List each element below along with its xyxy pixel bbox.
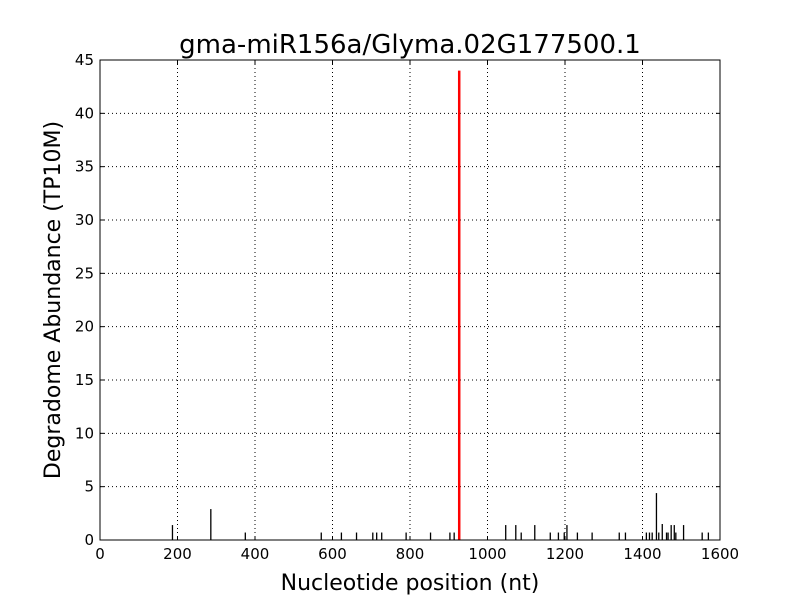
y-tick-label: 40: [75, 104, 94, 122]
x-tick-label: 400: [241, 545, 270, 563]
x-tick-label: 200: [163, 545, 192, 563]
bars: [171, 70, 710, 540]
x-tick-label: 0: [95, 545, 105, 563]
x-tick-label: 1400: [623, 545, 661, 563]
y-tick-label: 45: [75, 51, 94, 69]
x-axis: 0 200 400 600 800 1000 1200 1400 1600: [95, 60, 739, 563]
y-tick-label: 30: [75, 211, 94, 229]
y-tick-label: 20: [75, 318, 94, 336]
x-tick-label: 1600: [701, 545, 739, 563]
y-tick-label: 35: [75, 158, 94, 176]
chart-title: gma-miR156a/Glyma.02G177500.1: [179, 30, 641, 60]
y-tick-label: 5: [84, 478, 94, 496]
y-tick-label: 10: [75, 424, 94, 442]
grid: [100, 60, 720, 540]
y-axis-label: Degradome Abundance (TP10M): [41, 121, 66, 479]
x-tick-label: 1200: [546, 545, 584, 563]
x-tick-label: 600: [318, 545, 347, 563]
y-tick-label: 0: [84, 531, 94, 549]
x-tick-label: 1000: [468, 545, 506, 563]
x-axis-label: Nucleotide position (nt): [281, 571, 540, 596]
x-tick-label: 800: [396, 545, 425, 563]
y-axis: 0 5 10 15 20 25 30 35 40 45: [75, 51, 720, 549]
y-tick-label: 25: [75, 264, 94, 282]
y-tick-label: 15: [75, 371, 94, 389]
